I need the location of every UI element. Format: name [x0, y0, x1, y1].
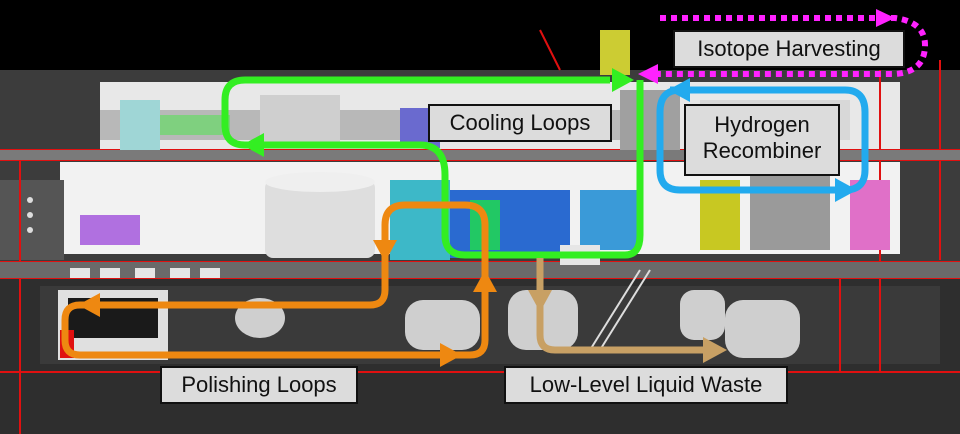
polishing-loops-label: Polishing Loops: [160, 366, 358, 404]
floor-slab-upper: [0, 150, 960, 160]
electrical-cabinet: [58, 290, 168, 360]
mid-equipment: [27, 170, 890, 260]
left-panel: [0, 180, 64, 260]
floor-slab-mid: [0, 262, 960, 278]
cooling-loop-outer: [221, 76, 644, 259]
stairs: [589, 269, 651, 351]
polishing-loop: [61, 201, 489, 359]
isotope-harvesting-label: Isotope Harvesting: [673, 30, 905, 68]
cooling-arrowhead-left: [242, 133, 264, 157]
hydrogen-recombiner-line2: Recombiner: [702, 138, 822, 163]
isotope-harvesting-loop: [650, 15, 929, 77]
cooling-arrowhead-top: [612, 68, 634, 92]
low-level-liquid-waste-label: Low-Level Liquid Waste: [504, 366, 788, 404]
waste-arrowhead-right: [703, 337, 727, 363]
waste-arrowhead-down: [528, 290, 552, 312]
hydrogen-recombiner-label: Hydrogen Recombiner: [684, 104, 840, 176]
waste-flow-line: [536, 258, 705, 354]
hydrogen-recombiner-line1: Hydrogen: [714, 112, 810, 137]
hydrogen-arrowhead-top: [668, 78, 690, 102]
polishing-arrowhead-up: [473, 270, 497, 292]
isotope-arrowhead-top: [876, 9, 895, 27]
polishing-arrowhead-down: [373, 240, 397, 262]
cooling-loops-label: Cooling Loops: [428, 104, 612, 142]
polishing-arrowhead-left: [78, 293, 100, 317]
polishing-arrowhead-right: [440, 343, 462, 367]
hydrogen-arrowhead-bottom: [835, 178, 857, 202]
isotope-arrowhead-bottom: [638, 64, 658, 84]
